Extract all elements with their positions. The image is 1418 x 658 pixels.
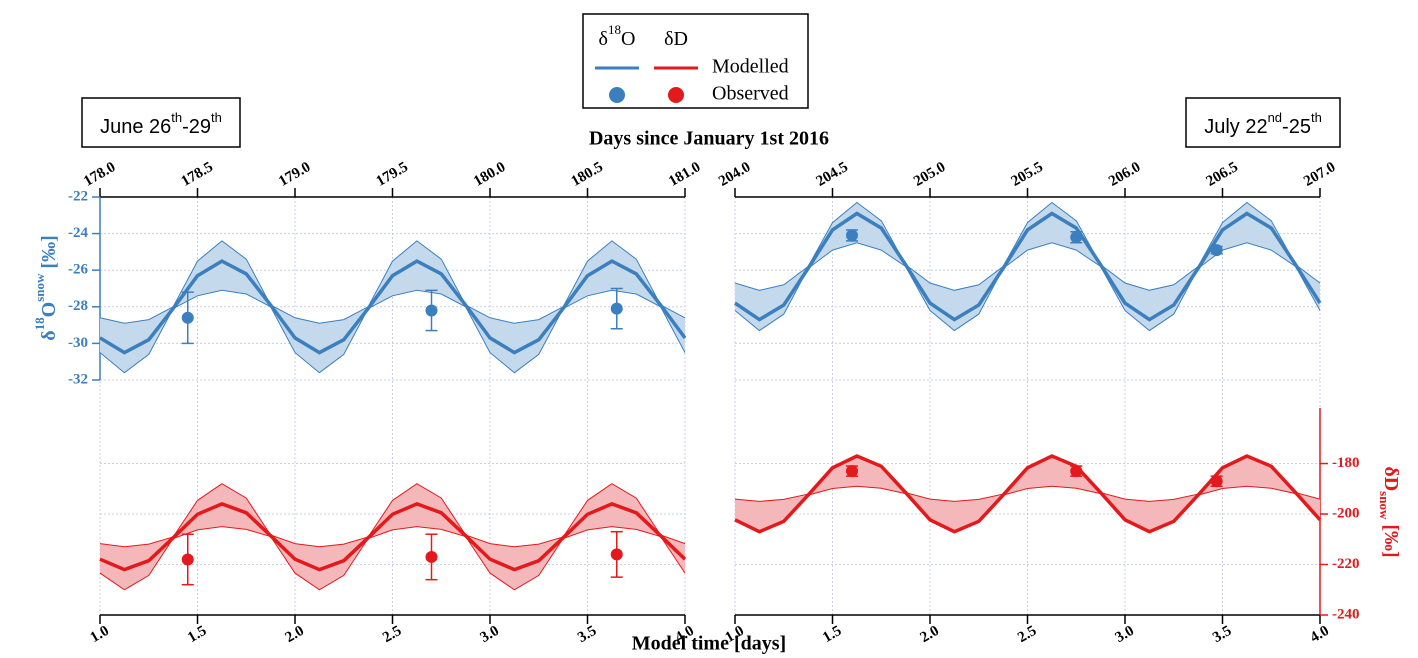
panel-title-part: th	[171, 110, 182, 125]
y2-tick-label: -180	[1332, 455, 1360, 471]
observed-point	[846, 229, 858, 242]
x-tick-label: 2.0	[918, 623, 942, 646]
legend-row: Modelled	[712, 56, 789, 78]
band	[735, 456, 1320, 532]
top-tick-label: 178.5	[179, 159, 216, 190]
band-lower	[734, 485, 1321, 533]
modelled-line	[734, 211, 1322, 322]
panel-title-part: -25	[1282, 116, 1311, 138]
y2-tick-label: -200	[1332, 505, 1360, 521]
x-tick-label: 3.0	[1113, 623, 1137, 646]
observed-point	[1070, 231, 1083, 244]
legend-row: Observed	[712, 83, 789, 105]
x-tick-label: 3.5	[575, 623, 599, 646]
panel-title-part: th	[1311, 110, 1322, 125]
x-tick-label: 3.0	[478, 623, 502, 646]
observed-point	[181, 311, 194, 324]
band-upper	[734, 201, 1321, 291]
y-axis-label-part: δ	[38, 330, 60, 340]
x-tick-label: 2.0	[283, 623, 307, 646]
panel-title-part: th	[211, 110, 222, 125]
observed-point	[610, 548, 623, 561]
top-tick-label: 178.0	[81, 159, 118, 190]
top-tick-label: 179.5	[374, 159, 411, 190]
legend-column: δD	[664, 28, 688, 50]
y-tick-label: -32	[68, 371, 88, 387]
legend-column-part: δ	[599, 28, 608, 50]
x-tick-label: 1.5	[185, 623, 209, 646]
modelled-line	[734, 454, 1322, 534]
panel-title-part: -29	[182, 116, 211, 138]
top-tick-label: 205.0	[911, 159, 948, 190]
y-axis-label-part: O	[38, 302, 60, 318]
band-lower	[99, 526, 686, 591]
top-tick-label: 181.0	[666, 159, 703, 190]
y2-tick-label: -240	[1332, 606, 1360, 622]
y-axis-label: δ18Osnow [‰]	[32, 235, 60, 340]
band-upper	[99, 240, 686, 324]
legend-marker	[609, 87, 625, 103]
x-axis-label: Model time [days]	[632, 633, 786, 655]
legend-marker	[668, 87, 684, 103]
observed-point	[425, 550, 438, 563]
y2-axis-label: δDsnow [‰]	[1377, 466, 1402, 557]
modelled-line	[99, 502, 687, 572]
y2-tick-label: -220	[1332, 556, 1360, 572]
band	[100, 483, 685, 590]
x-tick-label: 1.5	[820, 623, 844, 646]
top-tick-label: 205.5	[1009, 159, 1046, 190]
y2-axis-label-part: [‰]	[1380, 519, 1402, 557]
band	[735, 202, 1320, 331]
panel-title-part: June 26	[100, 116, 171, 138]
top-tick-label: 207.0	[1301, 159, 1338, 190]
top-tick-label: 180.0	[471, 159, 508, 190]
observed-point	[181, 553, 194, 566]
panel-title: June 26th-29th	[100, 110, 222, 138]
top-tick-label: 180.5	[569, 159, 606, 190]
y-axis-label-part: [‰]	[38, 235, 60, 273]
y2-axis-label-part: snow	[1377, 491, 1392, 520]
observed-point	[610, 302, 623, 315]
observed-point	[846, 465, 858, 478]
panel-title-part: July 22	[1204, 116, 1267, 138]
x-tick-label: 2.5	[380, 623, 404, 646]
title-box	[81, 97, 241, 148]
band-upper	[99, 483, 686, 548]
top-tick-label: 206.5	[1204, 159, 1241, 190]
y-tick-label: -26	[68, 262, 88, 278]
panel-title-part: nd	[1268, 110, 1282, 125]
y-tick-label: -30	[68, 335, 88, 351]
panel-title: July 22nd-25th	[1204, 110, 1322, 138]
y2-axis-label-part: δD	[1380, 466, 1402, 491]
legend-column-part: O	[621, 28, 635, 50]
title-box	[1185, 97, 1341, 148]
legend-column: δ18O	[599, 22, 636, 50]
y-tick-label: -22	[68, 188, 88, 204]
x-tick-label: 2.5	[1015, 623, 1039, 646]
x-tick-label: 1.0	[88, 623, 112, 646]
top-tick-label: 206.0	[1106, 159, 1143, 190]
y-axis-label-part: 18	[32, 317, 47, 331]
x-tick-label: 3.5	[1210, 623, 1234, 646]
top-axis-label: Days since January 1st 2016	[589, 128, 829, 150]
observed-point	[425, 304, 438, 317]
y-tick-label: -24	[68, 225, 88, 241]
observed-point	[1070, 465, 1083, 478]
observed-point	[1210, 475, 1223, 488]
x-tick-label: 4.0	[1308, 623, 1332, 646]
legend-column-part: 18	[608, 22, 621, 37]
legend-column-part: δD	[664, 28, 688, 50]
observed-point	[1210, 244, 1223, 257]
modelled-line	[99, 259, 687, 355]
band-lower	[99, 289, 686, 374]
top-tick-label: 204.5	[814, 159, 851, 190]
top-tick-label: 204.0	[716, 159, 753, 190]
top-tick-label: 179.0	[276, 159, 313, 190]
y-tick-label: -28	[68, 298, 88, 314]
y-axis-label-part: snow	[32, 273, 47, 302]
